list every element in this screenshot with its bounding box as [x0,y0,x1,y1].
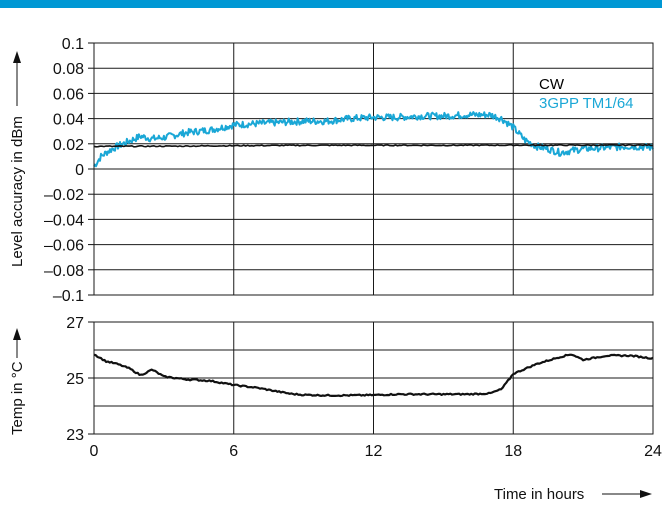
x-axis-title: Time in hours [494,486,584,503]
temperature-series [93,353,654,398]
y-tick-label: 0 [75,162,84,179]
y-tick-label: 0.1 [62,36,84,53]
y-label-arrow-head [13,51,21,63]
x-label-arrow-head [640,490,652,498]
level-accuracy-series [93,111,654,168]
series-cw-line [93,143,654,148]
x-tick-label: 18 [504,443,522,460]
level-accuracy-y-label-group: Level accuracy in dBm [9,51,26,267]
y-tick-label: –0.06 [44,238,84,255]
x-tick-label: 24 [644,443,662,460]
x-axis-title-group: Time in hours [494,486,652,503]
series-temperature-line [93,353,654,398]
y-tick-label: 0.02 [53,137,84,154]
y-tick-label: –0.1 [53,288,84,305]
level-accuracy-panel: 0.1 0.08 0.06 0.04 0.02 0 –0.02 –0.04 –0.06 –0.08… [9,36,654,305]
temperature-panel: 27 25 23 0 6 12 18 24 Temp in °C [9,315,662,460]
temperature-frame [93,321,654,435]
series-3gpp-tm-line [93,111,654,168]
y-tick-label: 25 [66,371,84,388]
x-tick-label: 12 [365,443,383,460]
legend: CW 3GPP TM1/64 [539,76,634,112]
temperature-x-ticks: 0 6 12 18 24 [90,443,662,460]
temperature-grid [88,321,653,435]
legend-3gpp-tm: 3GPP TM1/64 [539,95,634,112]
legend-cw: CW [539,76,565,93]
temperature-y-label-group: Temp in °C [9,328,26,435]
y-tick-label: 23 [66,427,84,444]
temperature-y-label: Temp in °C [9,361,26,435]
y-tick-label: –0.04 [44,212,84,229]
x-tick-label: 6 [229,443,238,460]
level-accuracy-y-label: Level accuracy in dBm [9,116,26,267]
y-tick-label: –0.02 [44,187,84,204]
y-tick-label: –0.08 [44,263,84,280]
level-accuracy-frame [93,42,654,296]
level-accuracy-y-ticks: 0.1 0.08 0.06 0.04 0.02 0 –0.02 –0.04 –0.06 –0.08… [44,36,84,305]
temperature-y-ticks: 27 25 23 [66,315,84,444]
y-tick-label: 0.06 [53,86,84,103]
x-tick-label: 0 [90,443,99,460]
level-accuracy-grid [88,42,653,296]
y-tick-label: 0.08 [53,61,84,78]
header-accent-bar [0,0,662,8]
y-tick-label: 0.04 [53,112,84,129]
y-tick-label: 27 [66,315,84,332]
temp-label-arrow-head [13,328,21,340]
